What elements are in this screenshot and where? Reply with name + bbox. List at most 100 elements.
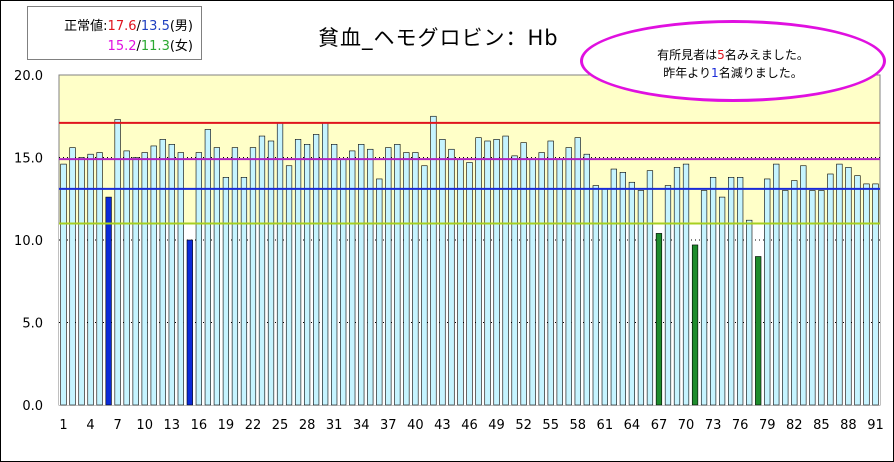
x-tick-label: 19 bbox=[218, 418, 235, 433]
bar bbox=[267, 140, 275, 406]
bar bbox=[349, 150, 356, 406]
bar bbox=[646, 170, 654, 406]
legend-female-tag: (女) bbox=[169, 39, 193, 54]
callout-diff: 1 bbox=[711, 66, 719, 80]
bar bbox=[340, 158, 347, 406]
x-tick-label: 88 bbox=[840, 418, 857, 433]
x-tick-label: 58 bbox=[569, 418, 586, 433]
bar bbox=[412, 152, 419, 406]
bar bbox=[827, 173, 834, 406]
callout-line-2: 昨年より1名減りました。 bbox=[583, 64, 883, 81]
bar bbox=[502, 135, 509, 406]
bar bbox=[818, 190, 825, 406]
bar bbox=[114, 119, 121, 406]
bar bbox=[800, 165, 807, 406]
bar bbox=[520, 142, 527, 406]
bar bbox=[159, 139, 166, 406]
bar bbox=[538, 152, 545, 406]
x-tick-label: 40 bbox=[407, 418, 424, 433]
y-tick-label: 15.0 bbox=[14, 152, 43, 167]
bar bbox=[313, 134, 320, 406]
findings-callout: 有所見者は5名みえました。 昨年より1名減りました。 bbox=[580, 20, 886, 102]
bar bbox=[610, 168, 617, 406]
bar bbox=[303, 144, 311, 406]
y-tick-label: 20.0 bbox=[14, 69, 43, 84]
bar bbox=[60, 163, 67, 406]
callout-count: 5 bbox=[717, 48, 725, 62]
bar bbox=[511, 155, 518, 406]
bar bbox=[213, 147, 220, 406]
bar bbox=[376, 178, 383, 406]
legend-male-line: 正常値:17.6/13.5(男) bbox=[64, 15, 193, 34]
reference-lines bbox=[59, 121, 880, 225]
bar bbox=[358, 144, 365, 406]
bar bbox=[655, 233, 663, 406]
bar bbox=[258, 135, 266, 406]
bar bbox=[592, 185, 599, 406]
bar bbox=[809, 190, 816, 406]
bar bbox=[682, 163, 690, 406]
bar bbox=[773, 163, 780, 406]
bar bbox=[746, 219, 753, 406]
bar bbox=[601, 188, 608, 406]
bar bbox=[448, 148, 455, 406]
bar bbox=[285, 165, 293, 406]
bar bbox=[764, 178, 771, 406]
bar bbox=[394, 144, 401, 406]
bar bbox=[664, 185, 672, 406]
bar bbox=[782, 190, 789, 406]
bar bbox=[150, 145, 157, 406]
bar bbox=[403, 152, 410, 406]
bar bbox=[619, 172, 626, 406]
x-tick-label: 4 bbox=[86, 418, 94, 433]
x-tick-label: 31 bbox=[326, 418, 343, 433]
bar bbox=[556, 158, 563, 406]
bar bbox=[141, 152, 148, 406]
bar bbox=[78, 157, 85, 406]
bar bbox=[457, 158, 464, 406]
bar bbox=[421, 165, 428, 406]
x-tick-label: 28 bbox=[299, 418, 316, 433]
legend-male-tag: (男) bbox=[169, 19, 193, 34]
y-tick-label: 0.0 bbox=[22, 399, 43, 414]
bar bbox=[836, 163, 843, 406]
bar bbox=[385, 147, 392, 406]
bar bbox=[872, 183, 879, 406]
legend-sep: / bbox=[136, 39, 141, 54]
legend-female-line: 15.2/11.3(女) bbox=[108, 35, 193, 54]
x-tick-label: 67 bbox=[651, 418, 668, 433]
callout-text: 昨年より bbox=[663, 66, 712, 80]
bar bbox=[863, 183, 870, 406]
bar bbox=[204, 129, 211, 406]
bar bbox=[132, 157, 139, 406]
bar bbox=[322, 122, 329, 406]
x-tick-label: 61 bbox=[597, 418, 614, 433]
bar bbox=[673, 167, 681, 406]
x-tick-label: 1 bbox=[59, 418, 67, 433]
callout-text: 有所見者は bbox=[657, 48, 718, 62]
x-tick-label: 34 bbox=[353, 418, 370, 433]
callout-text: 名みえました。 bbox=[724, 48, 809, 62]
x-tick-label: 7 bbox=[114, 418, 122, 433]
bar bbox=[240, 177, 248, 406]
x-tick-label: 13 bbox=[164, 418, 181, 433]
bar bbox=[755, 256, 762, 406]
x-tick-label: 70 bbox=[678, 418, 695, 433]
x-tick-label: 52 bbox=[515, 418, 532, 433]
bar bbox=[69, 147, 76, 406]
x-tick-label: 82 bbox=[786, 418, 803, 433]
bar bbox=[583, 153, 590, 406]
bar bbox=[484, 140, 491, 406]
bar bbox=[168, 144, 175, 406]
bar bbox=[123, 150, 130, 406]
x-tick-label: 10 bbox=[136, 418, 153, 433]
bar bbox=[709, 177, 717, 406]
x-tick-label: 73 bbox=[705, 418, 722, 433]
normal-range-legend: 正常値:17.6/13.5(男) 15.2/11.3(女) bbox=[27, 6, 202, 60]
x-tick-label: 55 bbox=[542, 418, 559, 433]
x-tick-label: 46 bbox=[461, 418, 478, 433]
bar bbox=[628, 181, 636, 406]
bar bbox=[87, 153, 94, 406]
bar bbox=[439, 139, 446, 406]
